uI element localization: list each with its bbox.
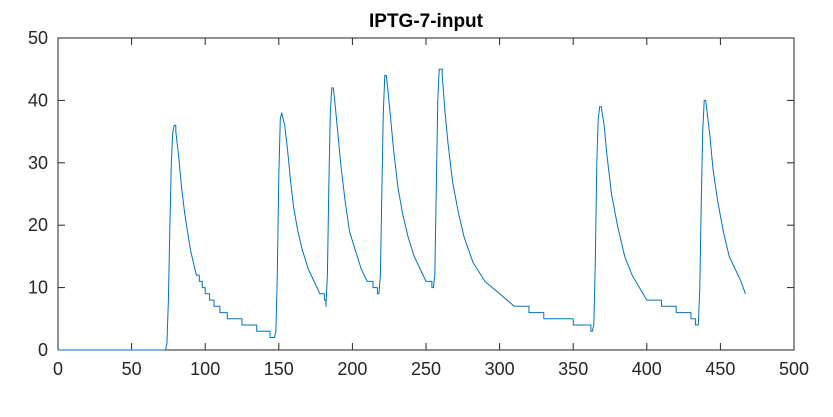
x-tick-label: 250 xyxy=(411,359,441,379)
x-tick-label: 0 xyxy=(53,359,63,379)
y-tick-label: 30 xyxy=(28,153,48,173)
x-tick-label: 300 xyxy=(485,359,515,379)
y-tick-label: 40 xyxy=(28,90,48,110)
tick-labels: 0 50 100 150 200 250 300 350 400 450 500 0 10 20 30 40 5… xyxy=(28,28,809,379)
series-group xyxy=(58,68,746,351)
y-tick-label: 50 xyxy=(28,28,48,48)
y-tick-label: 10 xyxy=(28,278,48,298)
plot-area xyxy=(57,37,795,351)
x-tick-label: 350 xyxy=(558,359,588,379)
series-line xyxy=(58,68,746,351)
x-tick-label: 450 xyxy=(705,359,735,379)
chart-title: IPTG-7-input xyxy=(369,11,484,32)
y-tick-label: 0 xyxy=(38,340,48,360)
axis-ticks xyxy=(57,37,795,351)
x-tick-label: 150 xyxy=(264,359,294,379)
y-tick-label: 20 xyxy=(28,215,48,235)
x-tick-label: 50 xyxy=(122,359,142,379)
x-tick-label: 200 xyxy=(337,359,367,379)
x-tick-label: 400 xyxy=(632,359,662,379)
x-tick-label: 500 xyxy=(779,359,809,379)
x-tick-label: 100 xyxy=(190,359,220,379)
